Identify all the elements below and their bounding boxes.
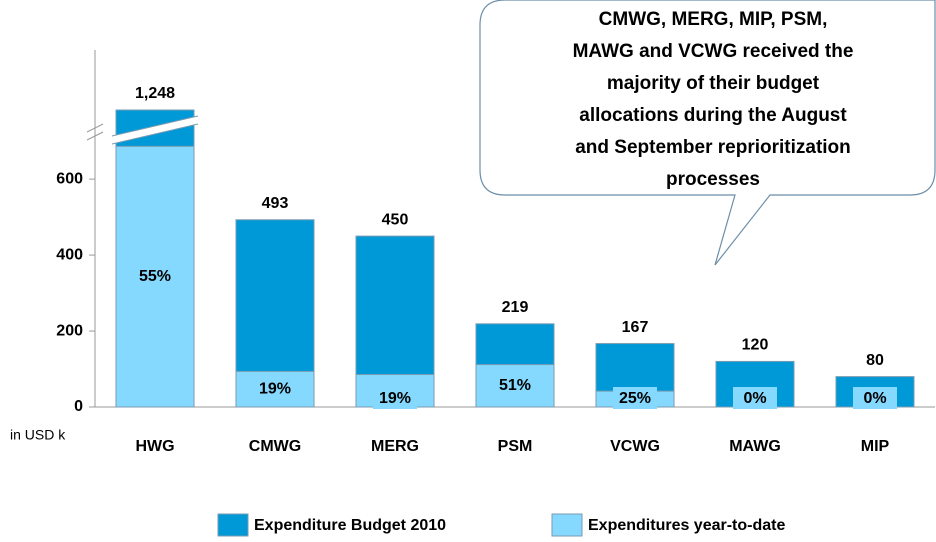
share-label: 0%: [743, 390, 766, 407]
share-label-bg: [613, 387, 657, 409]
share-label: 19%: [379, 390, 411, 407]
annotation-line: MAWG and VCWG received the: [573, 41, 854, 62]
share-label-bg: [373, 387, 417, 409]
share-label: 25%: [619, 390, 651, 407]
callout: [479, 0, 936, 266]
y-tick-label: 200: [56, 322, 83, 339]
annotation-line: and September reprioritization: [575, 137, 851, 158]
expenditure-bar: [115, 145, 195, 408]
expenditure-bar: [475, 364, 555, 408]
break-line: [111, 115, 199, 137]
share-label-bg: [853, 387, 897, 409]
legend-label: Expenditure Budget 2010: [254, 517, 446, 534]
y-tick-label: 600: [56, 170, 83, 187]
x-tick-label: CMWG: [249, 438, 301, 455]
x-tick-label: VCWG: [610, 438, 660, 455]
y-tick-label: 0: [74, 398, 83, 415]
x-tick-label: MIP: [861, 438, 890, 455]
axis-break: [112, 116, 198, 144]
annotation-line: majority of their budget: [607, 73, 820, 94]
annotation-line: processes: [666, 169, 760, 190]
share-label: 19%: [259, 380, 291, 397]
share-label: 55%: [139, 268, 171, 285]
axis-break-mark: [86, 123, 104, 141]
expenditure-bar: [235, 370, 315, 408]
share-label: 0%: [863, 390, 886, 407]
budget-label: 450: [382, 211, 409, 228]
annotation-line: CMWG, MERG, MIP, PSM,: [599, 9, 828, 30]
x-tick-label: MERG: [371, 438, 419, 455]
legend-swatch: [551, 513, 583, 537]
share-label: 51%: [499, 377, 531, 394]
y-unit-label: in USD k: [10, 427, 66, 443]
legend-label: Expenditures year-to-date: [588, 517, 785, 534]
budget-label: 493: [262, 195, 289, 212]
share-label-bg: [733, 387, 777, 409]
x-tick-label: PSM: [498, 438, 533, 455]
legend-swatch: [217, 513, 249, 537]
break-line: [111, 123, 199, 145]
budget-label: 120: [742, 337, 769, 354]
x-tick-label: MAWG: [729, 438, 781, 455]
budget-label: 219: [502, 299, 529, 316]
annotation-line: allocations during the August: [579, 105, 847, 126]
budget-label: 1,248: [135, 85, 175, 102]
budget-label: 80: [866, 352, 884, 369]
x-tick-label: HWG: [135, 438, 174, 455]
budget-label: 167: [622, 319, 649, 336]
y-tick-label: 400: [56, 246, 83, 263]
